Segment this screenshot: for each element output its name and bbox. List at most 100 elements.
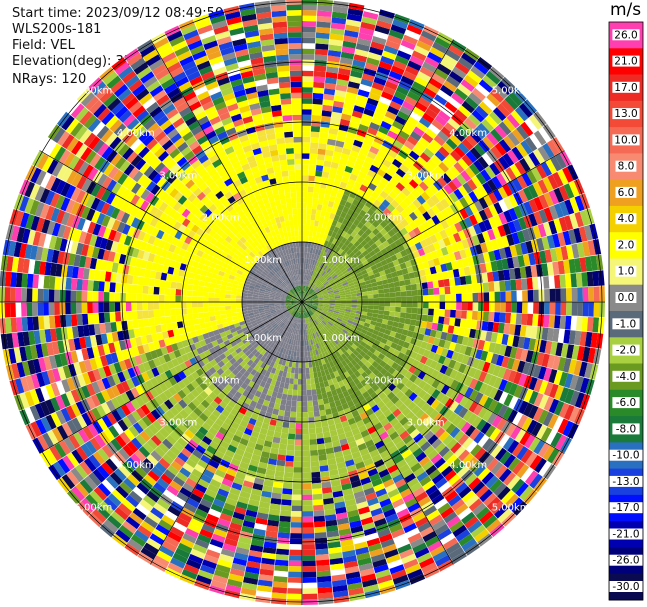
- ppi-gate: [302, 500, 313, 506]
- ppi-gate: [546, 354, 556, 369]
- ppi-gate: [319, 132, 329, 139]
- ppi-gate: [321, 278, 327, 284]
- ppi-gate: [368, 92, 381, 102]
- ppi-gate: [371, 212, 380, 220]
- ppi-gate: [314, 54, 328, 61]
- ppi-gate: [392, 337, 400, 345]
- ppi-gate: [322, 257, 327, 264]
- ppi-gate: [328, 172, 336, 180]
- ppi-gate: [574, 330, 582, 346]
- ppi-gate: [519, 431, 531, 446]
- ppi-gate: [330, 28, 345, 36]
- ppi-gate: [306, 294, 311, 299]
- ppi-gate: [478, 209, 488, 221]
- ppi-gate: [343, 246, 350, 253]
- ppi-gate: [413, 368, 422, 377]
- ppi-gate: [461, 138, 474, 151]
- ppi-gate: [433, 337, 441, 346]
- ppi-gate: [413, 217, 422, 227]
- ppi-gate: [590, 255, 598, 271]
- ppi-gate: [274, 470, 285, 478]
- ppi-gate: [469, 378, 479, 390]
- ppi-gate: [356, 304, 363, 309]
- ppi-gate: [490, 461, 504, 475]
- ppi-gate: [322, 290, 328, 295]
- ppi-gate: [534, 458, 547, 474]
- ppi-gate: [523, 402, 534, 417]
- ppi-gate: [395, 168, 406, 178]
- ppi-gate: [378, 310, 385, 315]
- ppi-gate: [48, 302, 55, 316]
- ppi-gate: [384, 371, 392, 380]
- ppi-gate: [355, 43, 370, 52]
- ppi-gate: [485, 331, 493, 342]
- ppi-gate: [438, 110, 451, 122]
- ppi-gate: [414, 101, 428, 113]
- ppi-gate: [309, 225, 314, 232]
- ppi-gate: [357, 221, 365, 230]
- ppi-gate: [307, 269, 311, 276]
- ppi-gate: [209, 316, 216, 322]
- ppi-gate: [423, 302, 429, 309]
- ppi-gate: [302, 450, 311, 457]
- ppi-gate: [486, 179, 498, 192]
- ppi-gate: [326, 144, 335, 151]
- ppi-gate: [445, 332, 453, 342]
- ppi-gate: [399, 163, 410, 174]
- ppi-gate: [294, 456, 302, 462]
- ppi-gate: [312, 499, 324, 506]
- ppi-gate: [463, 74, 479, 88]
- ppi-gate: [511, 178, 523, 192]
- ppi-gate: [402, 173, 413, 183]
- ppi-gate: [501, 258, 509, 270]
- ppi-gate: [305, 362, 309, 368]
- ppi-gate: [375, 276, 382, 282]
- ppi-gate: [378, 125, 390, 135]
- ppi-gate: [396, 85, 410, 96]
- ppi-gate: [513, 192, 524, 206]
- ppi-gate: [291, 361, 296, 368]
- ppi-gate: [302, 549, 316, 556]
- ppi-gate: [315, 170, 323, 177]
- ppi-gate: [379, 96, 392, 106]
- ppi-gate: [379, 297, 385, 302]
- ppi-gate: [332, 324, 338, 330]
- ppi-gate: [458, 185, 469, 197]
- ppi-gate: [339, 324, 345, 329]
- ppi-gate: [446, 154, 458, 166]
- ppi-gate: [400, 249, 408, 257]
- ppi-gate: [380, 375, 388, 384]
- ppi-gate: [434, 402, 445, 413]
- ppi-gate: [305, 294, 311, 299]
- ppi-gate: [406, 296, 413, 302]
- ppi-gate: [403, 120, 416, 131]
- ppi-gate: [310, 378, 315, 385]
- ppi-gate: [474, 380, 484, 392]
- ppi-gate: [528, 114, 543, 130]
- ppi-gate: [326, 241, 332, 248]
- ppi-gate: [486, 93, 501, 107]
- ppi-gate: [355, 289, 362, 294]
- ppi-gate: [420, 191, 431, 202]
- ppi-gate: [326, 206, 333, 213]
- ppi-gate: [203, 307, 209, 313]
- ppi-gate: [307, 303, 313, 306]
- ppi-gate: [440, 374, 450, 385]
- ppi-gate: [368, 224, 376, 232]
- ppi-gate: [305, 286, 309, 292]
- ppi-gate: [366, 97, 379, 107]
- ppi-gate: [202, 297, 209, 302]
- ppi-gate: [383, 224, 392, 233]
- ppi-gate: [548, 315, 556, 328]
- ppi-gate: [340, 250, 347, 257]
- ppi-gate: [311, 120, 321, 127]
- ppi-gate: [310, 291, 316, 296]
- ppi-gate: [284, 466, 294, 473]
- ppi-gate: [302, 235, 306, 242]
- ppi-gate: [504, 246, 513, 258]
- ppi-gate: [389, 100, 402, 111]
- ppi-gate: [406, 169, 416, 179]
- ppi-gate: [148, 310, 155, 319]
- ppi-gate: [320, 227, 326, 234]
- ppi-gate: [356, 243, 364, 251]
